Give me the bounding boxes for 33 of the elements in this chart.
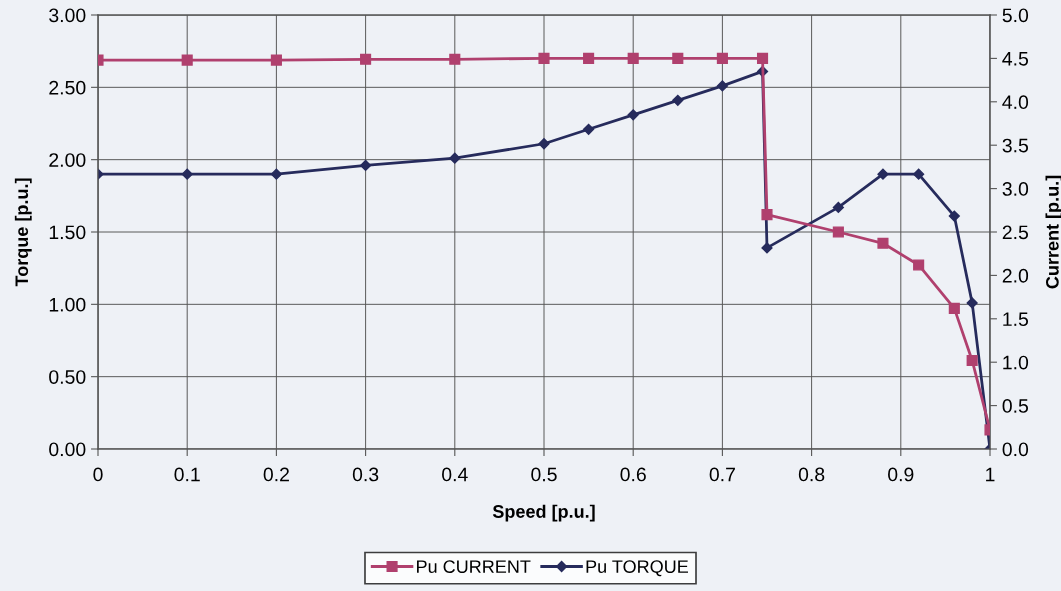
x-tick-label: 0.6 [620,467,646,482]
y2-tick-label: 3.0 [1002,182,1029,196]
y-axis-title: Torque [p.u.] [14,178,32,287]
x-tick-label: 0.1 [174,467,200,482]
x-tick-label: 0.4 [442,467,468,482]
y2-tick-label: 2.5 [1002,225,1029,240]
x-tick-label: 0.2 [263,467,289,482]
y-tick-label: 2.00 [49,153,86,167]
x-axis-title: Speed [p.u.] [492,504,595,522]
x-tick-label: 1 [986,467,995,482]
x-tick-label: 0.5 [531,467,557,482]
legend-label: Pu CURRENT [417,560,531,573]
x-tick-label: 0.3 [352,467,379,482]
y2-tick-label: 2.0 [1002,268,1029,283]
y-tick-label: 1.50 [49,225,86,240]
y2-tick-label: 1.5 [1003,312,1029,327]
y-tick-label: 1.00 [49,297,86,312]
y2-tick-label: 4.5 [1002,52,1029,66]
y2-tick-label: 3.5 [1002,138,1029,153]
y2-tick-label: 5.0 [1002,8,1029,23]
y-tick-label: 2.50 [49,80,86,95]
x-tick-label: 0.7 [709,467,735,482]
x-tick-label: 0 [93,467,103,482]
legend-label: Pu TORQUE [586,560,689,577]
y-tick-label: 0.50 [49,370,86,384]
x-tick-label: 0.9 [888,467,914,482]
y2-tick-label: 4.0 [1002,95,1029,110]
y2-tick-label: 0.0 [1002,442,1029,457]
y-tick-label: 0.00 [49,442,86,457]
y2-tick-label: 0.5 [1002,399,1029,413]
x-tick-label: 0.8 [798,467,825,482]
y2-tick-label: 1.0 [1003,355,1029,370]
y-tick-label: 3.00 [49,8,86,23]
